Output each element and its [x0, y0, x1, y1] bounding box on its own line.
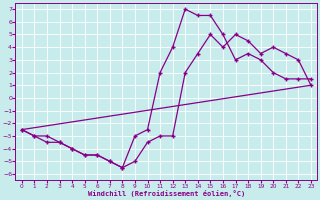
X-axis label: Windchill (Refroidissement éolien,°C): Windchill (Refroidissement éolien,°C) [88, 190, 245, 197]
